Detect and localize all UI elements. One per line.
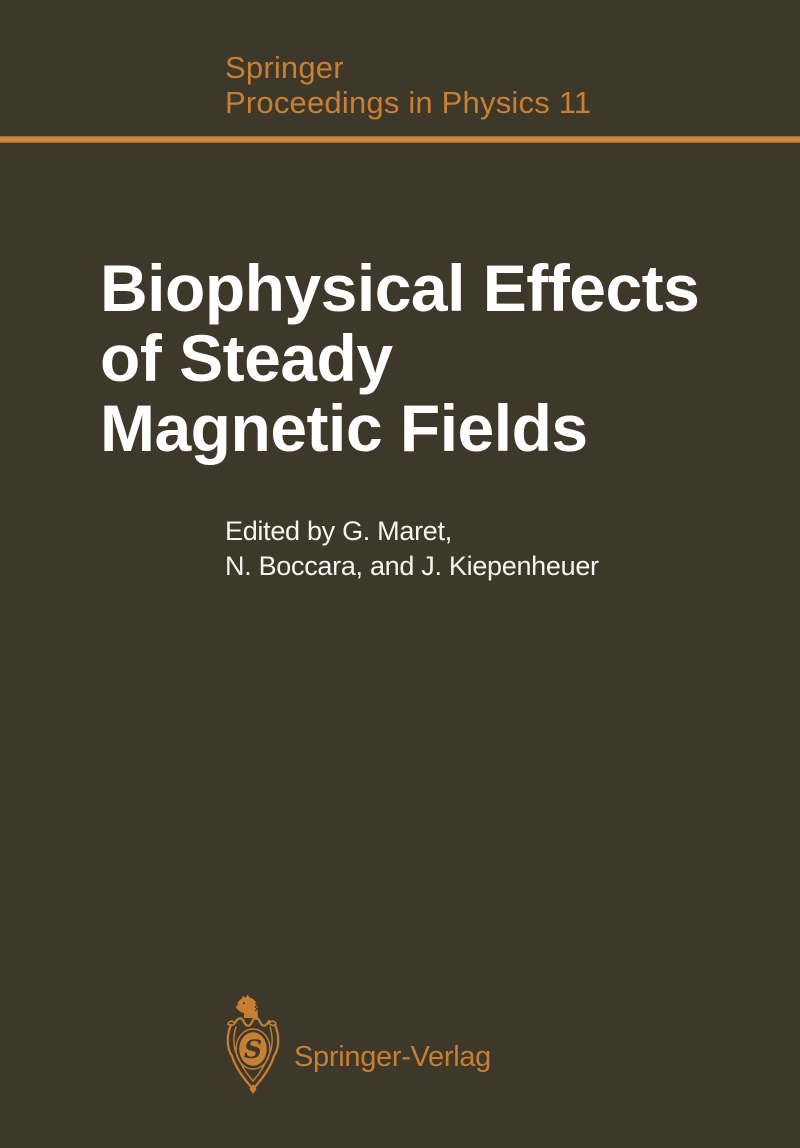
springer-horse-crest-icon: S [226, 994, 280, 1094]
title-line-2: of Steady [100, 321, 393, 395]
springer-monogram: S [244, 1035, 262, 1064]
publisher-name: Springer-Verlag [294, 1041, 491, 1073]
editors-line-1: Edited by G. Maret, [225, 516, 452, 546]
series-title: Springer Proceedings in Physics 11 [225, 50, 591, 120]
title-line-3: Magnetic Fields [100, 391, 588, 465]
title-line-1: Biophysical Effects [100, 251, 700, 325]
horse-head-icon [235, 994, 258, 1018]
series-line-1: Springer [225, 50, 344, 85]
series-line-2: Proceedings in Physics 11 [225, 85, 592, 120]
divider-rule [0, 136, 800, 143]
book-title: Biophysical Effects of Steady Magnetic F… [100, 251, 700, 465]
editors-block: Edited by G. Maret, N. Boccara, and J. K… [225, 514, 599, 584]
editors-line-2: N. Boccara, and J. Kiepenheuer [225, 551, 599, 581]
